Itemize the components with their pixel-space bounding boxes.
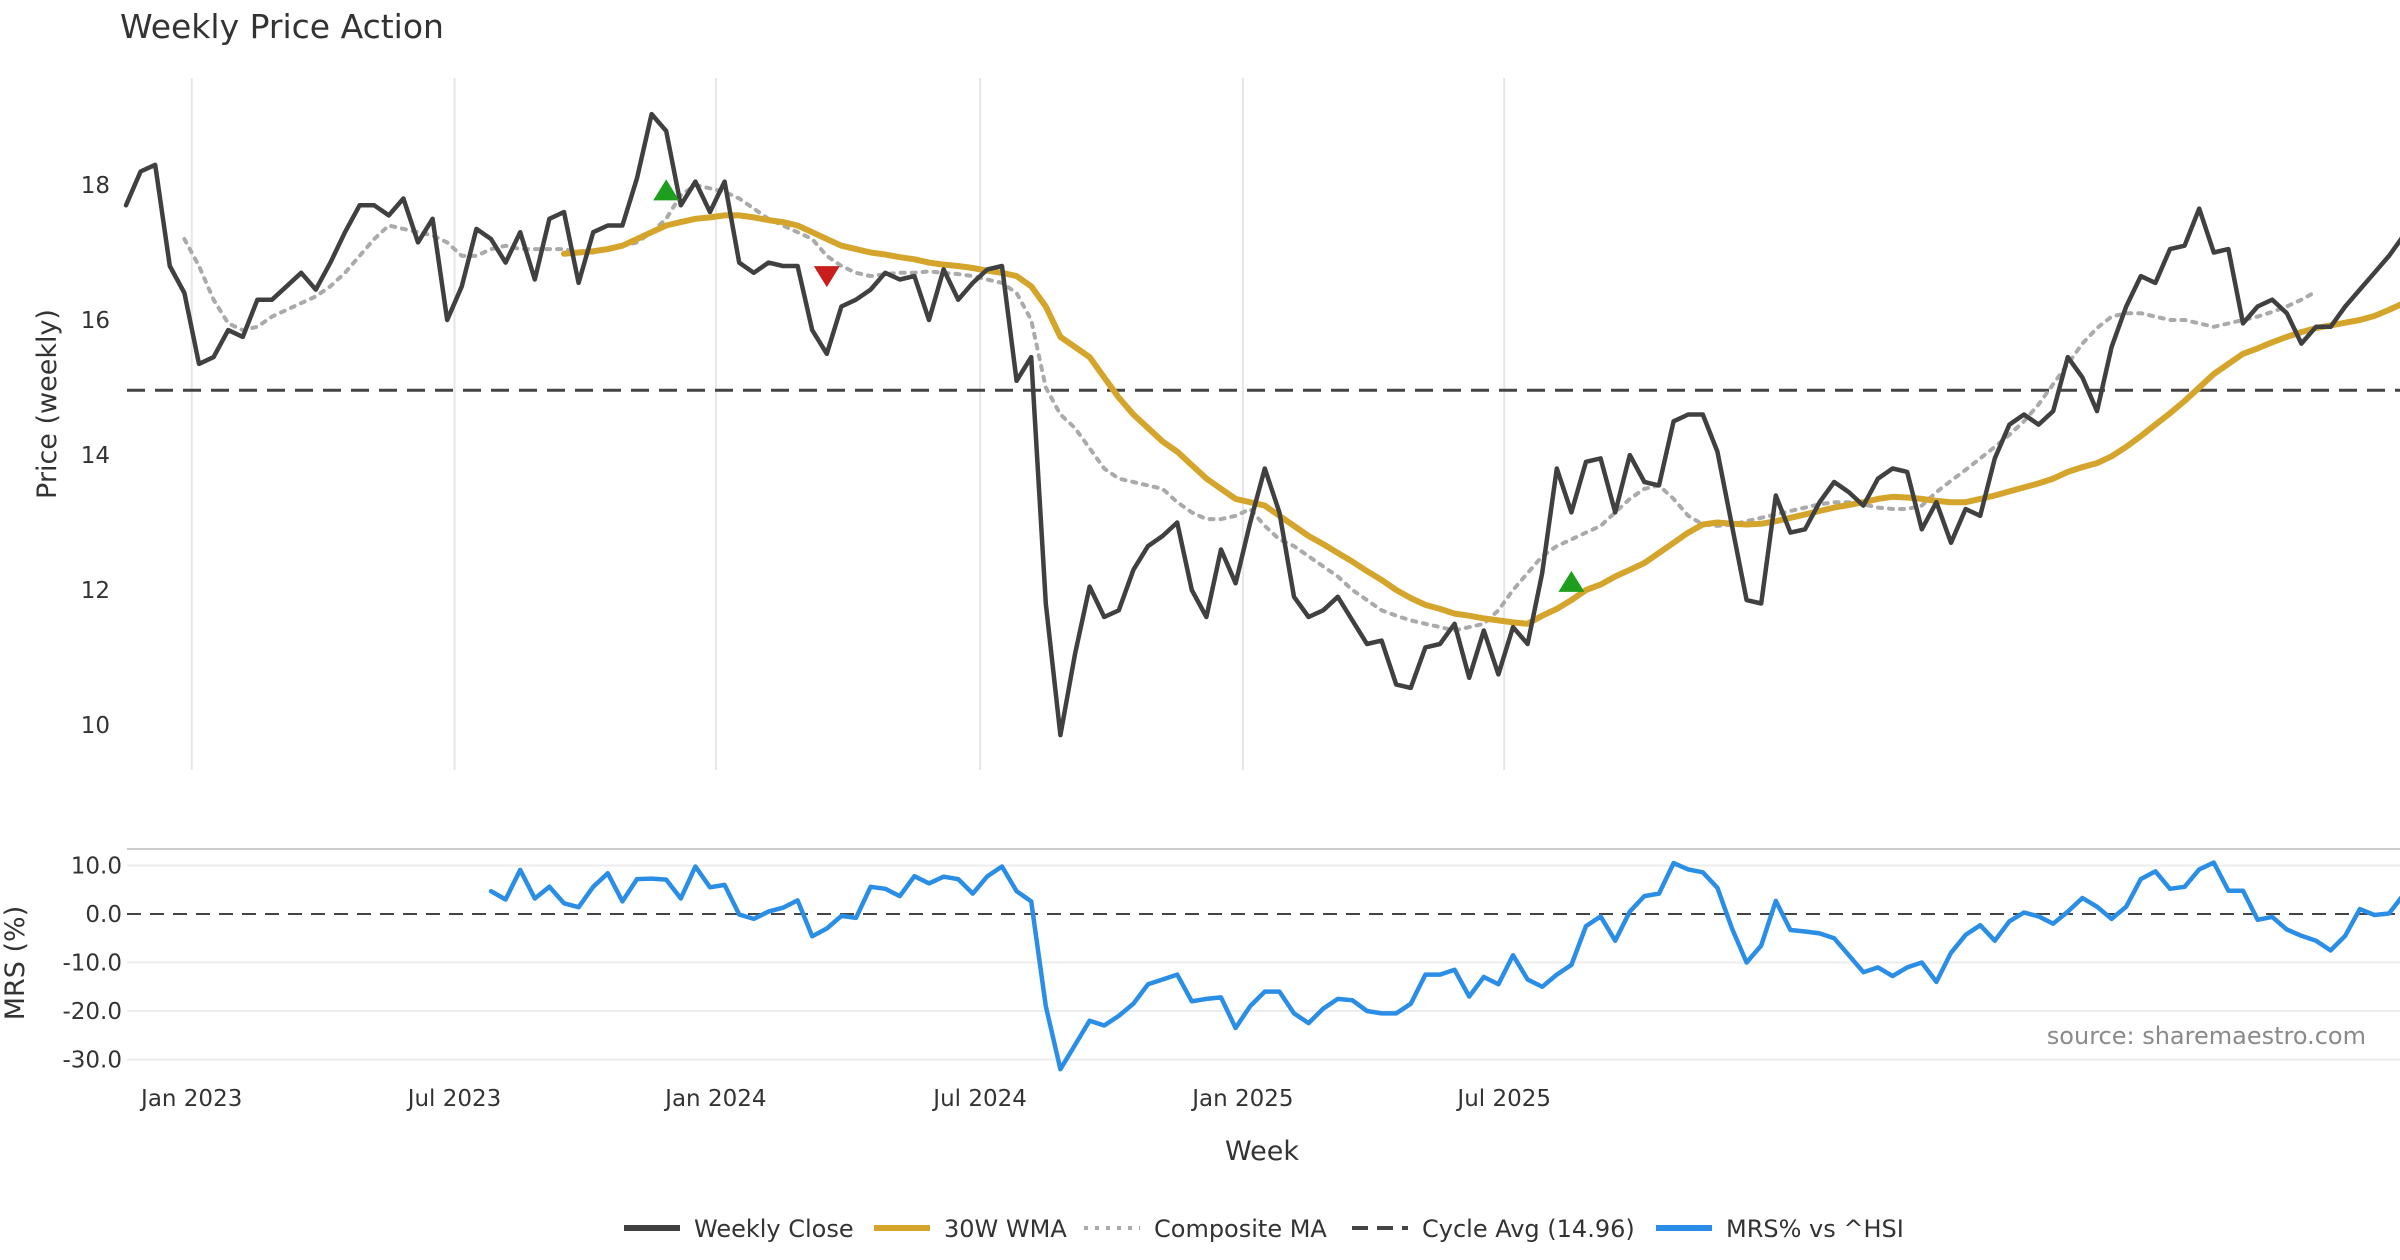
price-y-tick-label: 16 bbox=[81, 308, 110, 334]
price-y-axis-title: Price (weekly) bbox=[32, 309, 63, 499]
x-tick-label: Jul 2024 bbox=[931, 1086, 1027, 1112]
series-30w-wma bbox=[561, 212, 2400, 627]
mrs-y-tick-label: -10.0 bbox=[62, 951, 122, 977]
mrs-y-tick-label: -20.0 bbox=[62, 999, 122, 1025]
x-tick-label: Jan 2025 bbox=[1190, 1086, 1293, 1112]
x-tick-label: Jul 2025 bbox=[1455, 1086, 1551, 1112]
mrs-panel-series bbox=[488, 860, 2400, 1072]
chart-legend: Weekly Close 30W WMA Composite MA Cycle Avg… bbox=[624, 1215, 1904, 1243]
price-y-tick-label: 14 bbox=[81, 443, 110, 469]
x-tick-label: Jul 2023 bbox=[406, 1086, 502, 1112]
x-axis-ticks: Jan 2023 Jul 2023 Jan 2024 Jul 2024 Jan 2025… bbox=[139, 1086, 1551, 1112]
mrs-y-tick-label: -30.0 bbox=[62, 1048, 122, 1074]
source-label: source: sharemaestro.com bbox=[2047, 1022, 2366, 1050]
x-axis-title: Week bbox=[1225, 1136, 1299, 1167]
legend-label: 30W WMA bbox=[944, 1215, 1067, 1243]
legend-label: MRS% vs ^HSI bbox=[1726, 1215, 1904, 1243]
mrs-y-tick-label: 10.0 bbox=[71, 854, 122, 880]
series-weekly-close bbox=[123, 111, 2400, 738]
price-panel-signals bbox=[653, 179, 1585, 592]
mrs-panel-y-ticks: 10.0 0.0 -10.0 -20.0 -30.0 bbox=[62, 854, 122, 1074]
mrs-y-axis-title: MRS (%) bbox=[0, 906, 31, 1021]
mrs-y-tick-label: 0.0 bbox=[85, 902, 122, 928]
legend-label: Composite MA bbox=[1154, 1215, 1327, 1243]
x-tick-label: Jan 2023 bbox=[139, 1086, 242, 1112]
sell-signal-marker-1 bbox=[813, 266, 840, 288]
price-panel-series bbox=[123, 111, 2400, 738]
series-composite-ma bbox=[182, 183, 2318, 633]
price-panel-gridlines bbox=[190, 78, 1506, 770]
price-panel-y-ticks: 10 12 14 16 18 bbox=[81, 173, 110, 739]
buy-signal-marker-2 bbox=[1558, 570, 1585, 592]
price-y-tick-label: 10 bbox=[81, 713, 110, 739]
mrs-panel-gridlines bbox=[127, 864, 2400, 1061]
series-mrs-vs-hsi bbox=[488, 860, 2400, 1072]
legend-label: Weekly Close bbox=[694, 1215, 854, 1243]
legend-label: Cycle Avg (14.96) bbox=[1422, 1215, 1635, 1243]
chart-title: Weekly Price Action bbox=[120, 7, 444, 46]
x-tick-label: Jan 2024 bbox=[663, 1086, 766, 1112]
buy-signal-marker-0 bbox=[653, 179, 680, 201]
price-y-tick-label: 12 bbox=[81, 578, 110, 604]
price-y-tick-label: 18 bbox=[81, 173, 110, 199]
